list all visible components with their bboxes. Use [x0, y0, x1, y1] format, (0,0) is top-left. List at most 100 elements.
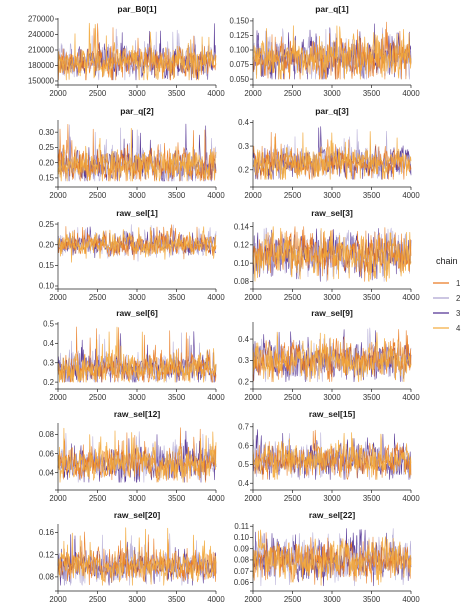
x-tick-label: 3000: [128, 393, 146, 402]
trace-panel: par_q[1] 0.050 0.075 0.100 0.125 0.150 2000 250…: [229, 4, 420, 98]
legend-label: 1: [456, 279, 460, 288]
x-tick-label: 3000: [128, 494, 146, 503]
trace-panel: raw_sel[15] 0.4 0.5 0.6 0.7 2000 2500 3000 3500 4…: [238, 409, 420, 503]
legend-label: 4: [456, 324, 461, 333]
legend-label: 3: [456, 309, 460, 318]
trace-panel: par_B0[1] 150000 180000 210000 240000 270000 2…: [28, 4, 225, 98]
x-tick-label: 4000: [402, 595, 420, 603]
x-tick-label: 4000: [402, 293, 420, 302]
trace-panel: raw_sel[20] 0.08 0.12 0.16 2000 2500 3000 3500 4…: [39, 510, 226, 603]
y-tick-label: 0.11: [234, 522, 249, 531]
x-tick-label: 2500: [89, 595, 107, 603]
panel-title: par_q[3]: [315, 106, 349, 116]
y-tick-label: 0.6: [238, 441, 249, 450]
chain-trace-line: [252, 528, 412, 587]
x-tick-label: 3500: [168, 191, 186, 200]
trace-panel: raw_sel[12] 0.04 0.06 0.08 2000 2500 3000 3500 4…: [39, 409, 226, 503]
x-tick-label: 4000: [402, 89, 420, 98]
chain-trace-line: [252, 226, 412, 282]
x-tick-label: 4000: [207, 89, 225, 98]
x-tick-label: 3000: [323, 293, 341, 302]
chain-trace-line: [57, 527, 217, 586]
trace-panels: par_B0[1] 150000 180000 210000 240000 270000 2…: [28, 4, 420, 603]
y-tick-label: 0.14: [234, 222, 250, 231]
x-tick-label: 2000: [49, 595, 67, 603]
chain-trace-line: [57, 226, 217, 263]
trace-panel: raw_sel[22] 0.06 0.07 0.08 0.09 0.10 0.11 2000 2…: [234, 510, 421, 603]
panel-title: raw_sel[22]: [309, 510, 355, 520]
x-tick-label: 2000: [49, 293, 67, 302]
chain-trace-line: [57, 128, 217, 182]
chain-trace-line: [252, 226, 412, 282]
x-tick-label: 2000: [244, 393, 262, 402]
y-tick-label: 150000: [28, 77, 55, 86]
chain-trace-line: [57, 531, 217, 586]
panel-title: raw_sel[20]: [114, 510, 160, 520]
x-tick-label: 3500: [363, 393, 381, 402]
x-tick-label: 2500: [284, 293, 302, 302]
x-tick-label: 4000: [207, 595, 225, 603]
x-tick-label: 3500: [363, 89, 381, 98]
panel-title: raw_sel[3]: [311, 208, 353, 218]
x-tick-label: 2500: [284, 595, 302, 603]
x-tick-label: 3500: [168, 595, 186, 603]
y-tick-label: 0.06: [234, 578, 249, 587]
y-tick-label: 0.08: [39, 573, 54, 582]
legend-title: chain: [436, 256, 458, 266]
y-tick-label: 0.04: [39, 468, 55, 477]
y-tick-label: 0.2: [238, 165, 249, 174]
chain-trace-line: [57, 22, 217, 81]
x-tick-label: 3500: [363, 494, 381, 503]
x-tick-label: 3500: [168, 293, 186, 302]
y-tick-label: 0.08: [234, 556, 249, 565]
y-tick-label: 0.125: [229, 31, 249, 40]
y-tick-label: 270000: [28, 15, 55, 24]
y-tick-label: 0.075: [229, 60, 249, 69]
x-tick-label: 2000: [244, 89, 262, 98]
y-tick-label: 240000: [28, 30, 55, 39]
x-tick-label: 2000: [244, 293, 262, 302]
x-tick-label: 2000: [49, 494, 67, 503]
y-tick-label: 0.4: [238, 335, 250, 344]
y-tick-label: 0.20: [39, 158, 55, 167]
chain-trace-line: [57, 326, 217, 383]
y-tick-label: 210000: [28, 46, 55, 55]
x-tick-label: 3500: [363, 293, 381, 302]
panel-title: par_q[1]: [315, 4, 349, 14]
y-tick-label: 0.15: [39, 174, 55, 183]
x-tick-label: 4000: [207, 494, 225, 503]
x-tick-label: 4000: [402, 191, 420, 200]
y-tick-label: 0.09: [234, 544, 249, 553]
x-tick-label: 3000: [128, 595, 146, 603]
y-tick-label: 0.2: [238, 377, 249, 386]
y-tick-label: 0.08: [39, 430, 54, 439]
y-tick-label: 0.20: [39, 240, 55, 249]
trace-panel: raw_sel[1] 0.10 0.15 0.20 0.25 2000 2500 3000 35…: [39, 208, 226, 302]
y-tick-label: 0.10: [234, 533, 250, 542]
y-tick-label: 0.150: [229, 17, 249, 26]
x-tick-label: 3000: [128, 191, 146, 200]
panel-title: par_B0[1]: [117, 4, 156, 14]
panel-title: raw_sel[12]: [114, 409, 160, 419]
x-tick-label: 3500: [363, 191, 381, 200]
x-tick-label: 3000: [323, 89, 341, 98]
x-tick-label: 2500: [284, 89, 302, 98]
y-tick-label: 0.3: [43, 358, 54, 367]
y-tick-label: 180000: [28, 61, 55, 70]
chain-trace-line: [252, 131, 412, 180]
y-tick-label: 0.5: [43, 320, 55, 329]
x-tick-label: 2000: [244, 191, 262, 200]
y-tick-label: 0.06: [39, 449, 54, 458]
trace-panel: par_q[2] 0.15 0.20 0.25 0.30 2000 2500 3000 3500…: [39, 106, 226, 200]
x-tick-label: 2500: [284, 494, 302, 503]
y-tick-label: 0.3: [238, 356, 249, 365]
trace-panel: raw_sel[9] 0.2 0.3 0.4 2000 2500 3000 3500 4000: [238, 308, 420, 402]
x-tick-label: 3500: [168, 494, 186, 503]
trace-panel: raw_sel[6] 0.2 0.3 0.4 0.5 2000 2500 3000 3500 40…: [43, 308, 225, 402]
x-tick-label: 4000: [207, 191, 225, 200]
x-tick-label: 3000: [323, 595, 341, 603]
panel-title: raw_sel[15]: [309, 409, 355, 419]
x-tick-label: 3000: [128, 293, 146, 302]
y-tick-label: 0.10: [234, 259, 250, 268]
